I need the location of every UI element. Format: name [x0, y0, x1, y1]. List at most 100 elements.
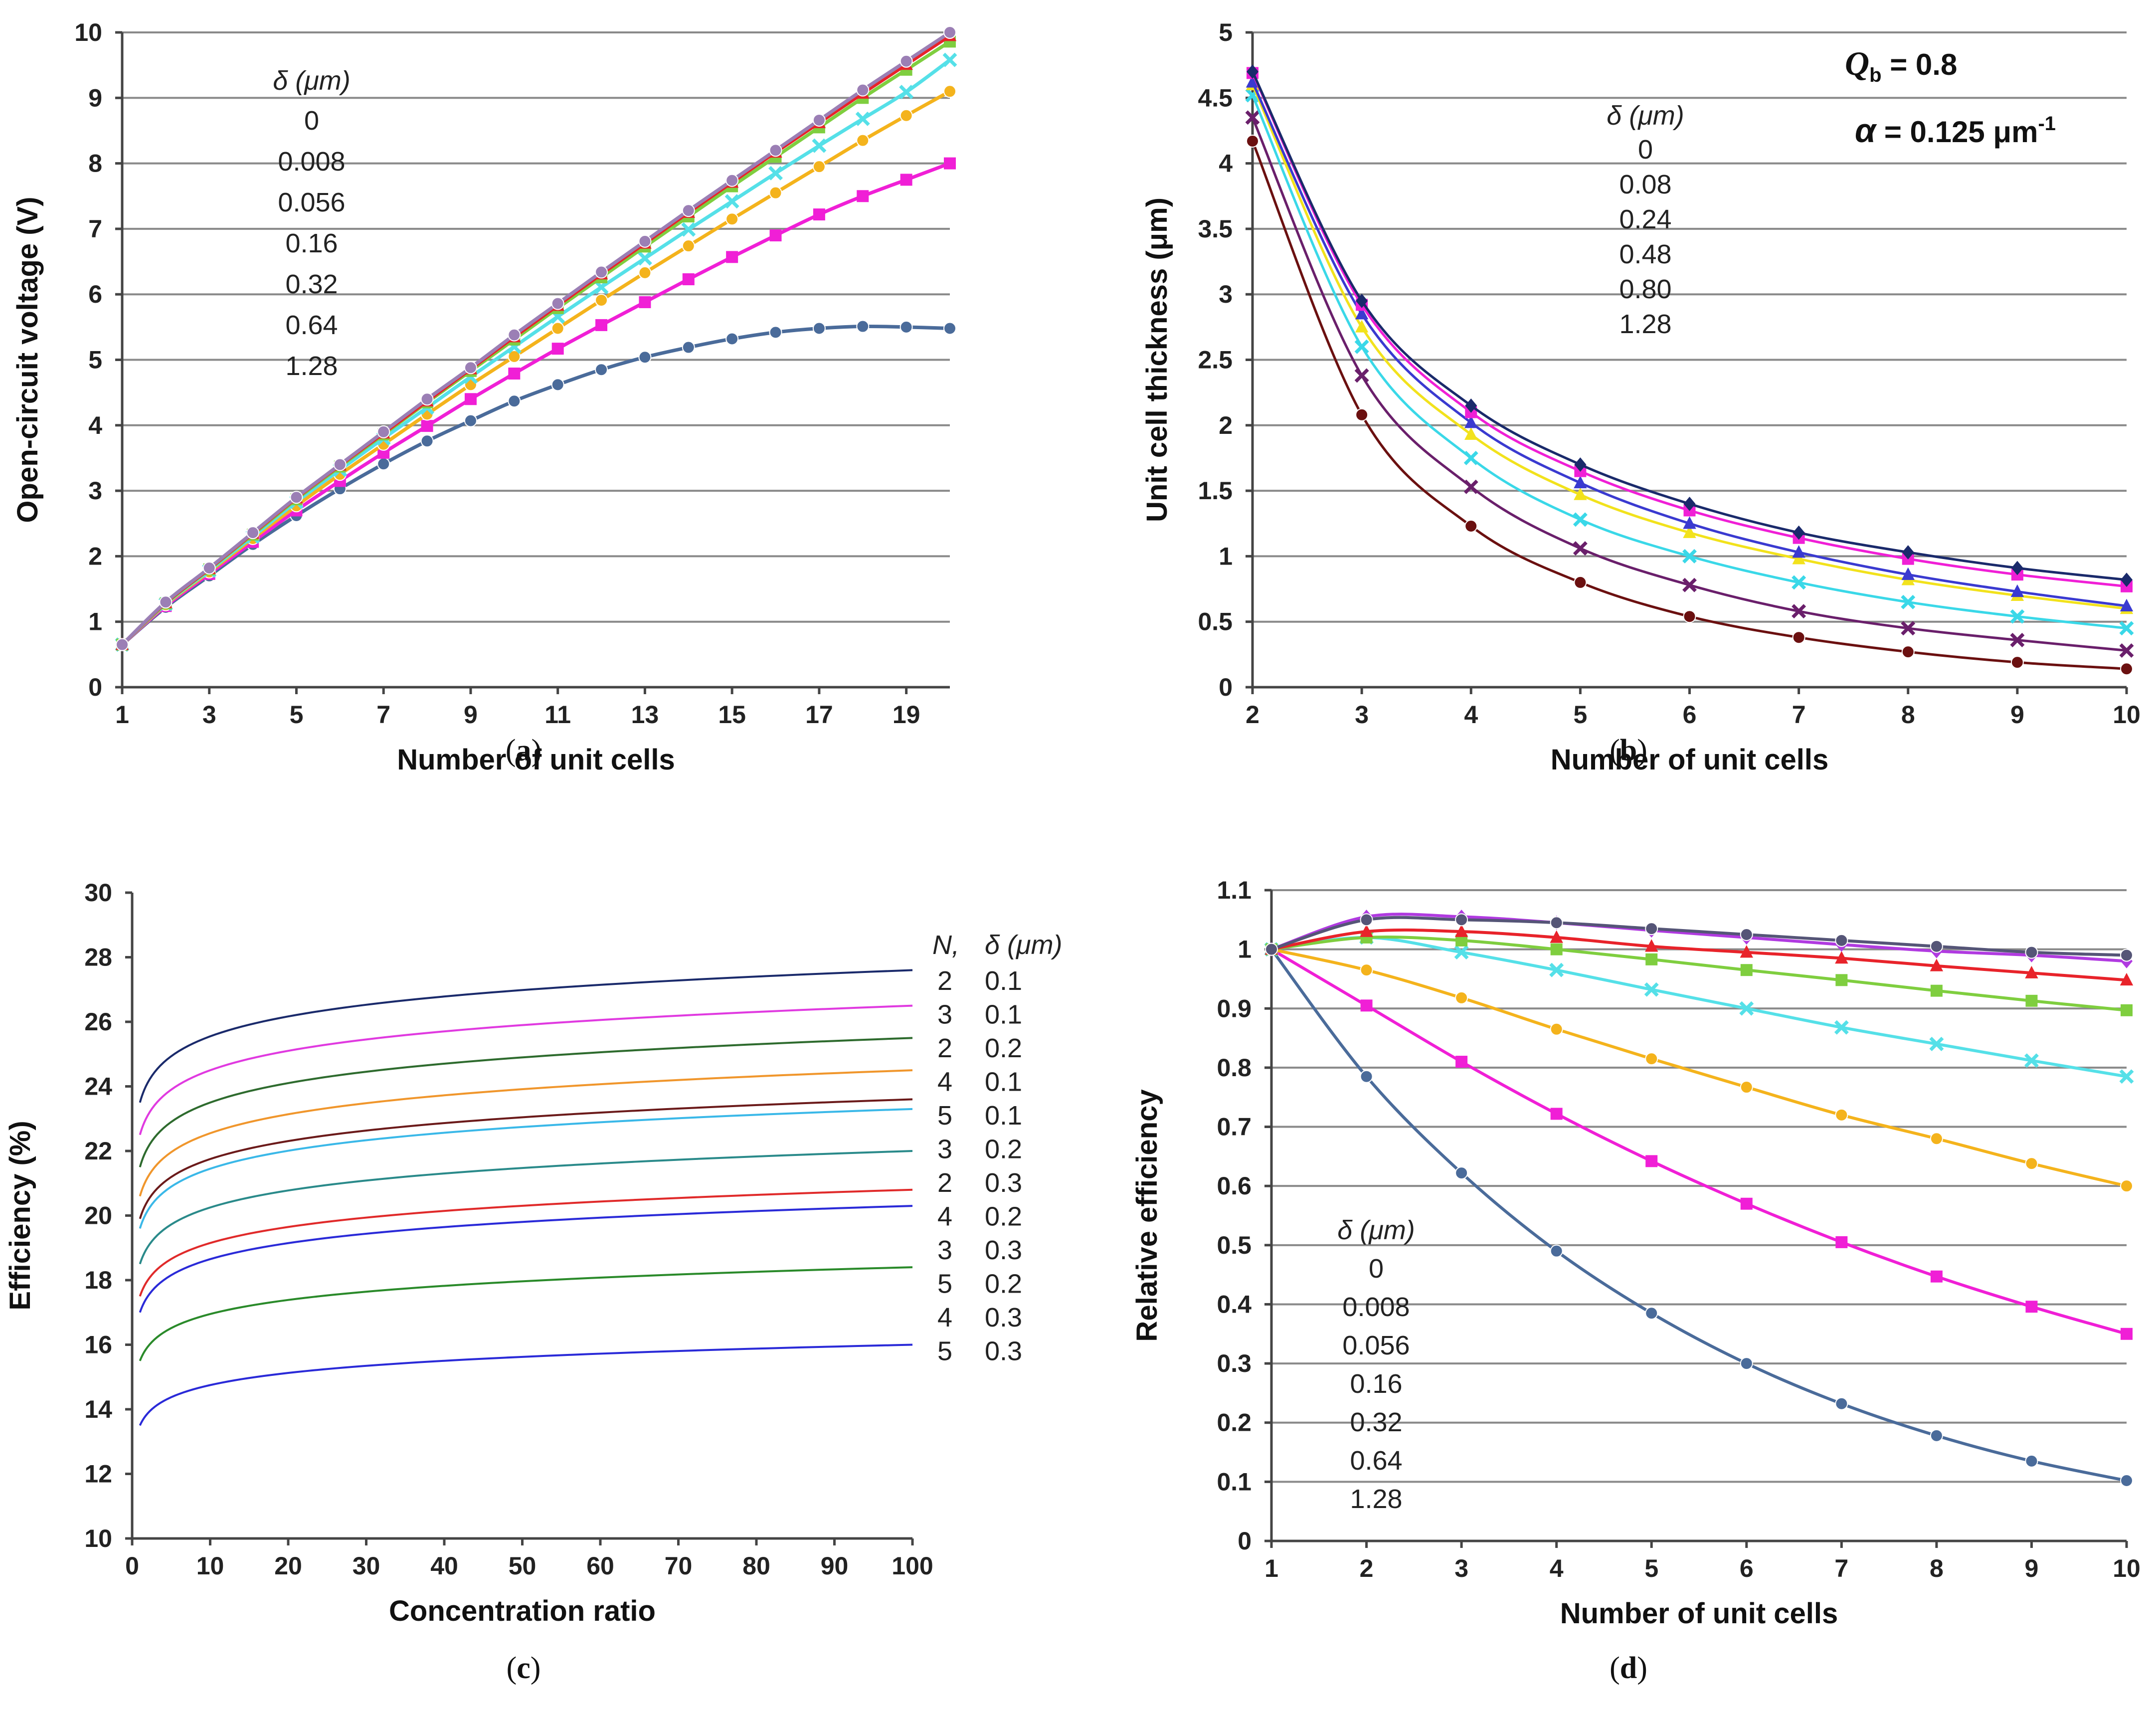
- legend-entry-delta: 0.1: [985, 1067, 1022, 1097]
- data-point: [1573, 541, 1588, 556]
- legend-entry-delta: 0.3: [985, 1235, 1022, 1265]
- data-point: [1245, 110, 1260, 125]
- series-line-6: [121, 324, 950, 646]
- legend-entry-n: 4: [937, 1202, 952, 1232]
- data-point: [2120, 662, 2133, 676]
- data-point: [2120, 972, 2134, 986]
- x-axis-label: Number of unit cells: [1560, 1597, 1838, 1630]
- legend-entry: 0.32: [1350, 1407, 1402, 1437]
- x-tick-label: 13: [631, 701, 659, 729]
- y-tick-label: 30: [84, 879, 112, 907]
- x-tick-label: 10: [196, 1552, 224, 1580]
- data-point: [1740, 1081, 1753, 1094]
- x-tick-label: 6: [1683, 701, 1697, 729]
- panel-label: (a): [506, 734, 541, 767]
- legend-entry-delta: 0.1: [985, 966, 1022, 996]
- data-point: [726, 251, 738, 263]
- series-line-5: [1271, 948, 2127, 1188]
- legend-entry: 0.056: [1342, 1331, 1410, 1360]
- legend-entry: 0.056: [278, 188, 345, 217]
- data-point: [551, 322, 564, 335]
- data-point: [943, 26, 956, 39]
- x-tick-label: 50: [509, 1552, 537, 1580]
- data-point: [639, 296, 651, 308]
- data-point: [1901, 645, 1915, 659]
- data-point: [1645, 1155, 1658, 1167]
- legend-entry-delta: 0.2: [985, 1202, 1022, 1232]
- y-tick-label: 2: [88, 542, 102, 570]
- data-point: [1792, 552, 1805, 565]
- y-axis-label: Unit cell thickness (μm): [1141, 197, 1173, 522]
- data-point: [1792, 604, 1806, 619]
- data-point: [899, 320, 913, 334]
- data-point: [1740, 928, 1753, 941]
- data-point: [1550, 930, 1563, 943]
- series-line-5: [139, 1108, 913, 1229]
- data-point: [1355, 320, 1369, 333]
- chart-b: 0 0.5 1 1.5 2 2.5 3 3.5 4 4.5 5 2 3 4 5 6 7 8 9 10 Number of…: [1141, 18, 2141, 776]
- x-tick-label: 15: [718, 701, 746, 729]
- data-point: [900, 174, 912, 186]
- data-point: [1265, 943, 1278, 956]
- data-point: [377, 425, 390, 438]
- series-line-7: [139, 1188, 913, 1297]
- y-tick-label: 8: [88, 150, 102, 178]
- x-tick-label: 3: [1454, 1554, 1468, 1582]
- y-tick-label: 20: [84, 1202, 112, 1230]
- series-line-5: [121, 162, 951, 646]
- data-point: [2025, 965, 2038, 978]
- data-point: [1360, 963, 1373, 977]
- x-axis-label: Number of unit cells: [1551, 744, 1829, 776]
- data-point: [1930, 1429, 1943, 1442]
- data-point: [855, 111, 870, 126]
- x-tick-label: 5: [290, 701, 304, 729]
- series-line-0: [139, 969, 913, 1103]
- data-point: [899, 109, 913, 122]
- legend-title: δ (μm): [273, 66, 351, 96]
- x-tick-label: 60: [586, 1552, 614, 1580]
- y-tick-label: 2.5: [1198, 346, 1233, 374]
- data-point: [1929, 1036, 1944, 1051]
- data-point: [1354, 339, 1369, 354]
- y-tick-label: 0.7: [1217, 1113, 1252, 1141]
- data-point: [1682, 577, 1697, 592]
- data-point: [1645, 1052, 1658, 1066]
- series-line-2: [1271, 928, 2127, 982]
- data-point: [1549, 962, 1564, 977]
- x-tick-label: 19: [893, 701, 920, 729]
- y-tick-label: 1: [88, 608, 102, 636]
- legend-entry-n: 5: [937, 1101, 952, 1131]
- x-tick-label: 8: [1901, 701, 1915, 729]
- legend-title-delta: δ (μm): [985, 930, 1063, 960]
- series-line-3: [139, 1069, 913, 1197]
- y-tick-label: 16: [84, 1331, 112, 1359]
- series-line-2: [139, 1037, 913, 1167]
- legend-entry: 0.008: [1342, 1292, 1410, 1322]
- data-point: [1793, 525, 1805, 540]
- data-point: [1246, 134, 1259, 148]
- data-point: [1740, 964, 1753, 976]
- data-point: [1550, 943, 1563, 955]
- data-point: [159, 595, 173, 609]
- x-tick-label: 4: [1464, 701, 1478, 729]
- data-point: [1465, 398, 1477, 413]
- y-tick-label: 1: [1219, 542, 1233, 570]
- data-point: [290, 491, 303, 504]
- data-point: [682, 239, 695, 253]
- annotation-qb: Qb = 0.8: [1845, 44, 1957, 86]
- data-point: [812, 160, 826, 174]
- x-tick-label: 9: [2010, 701, 2024, 729]
- data-point: [856, 83, 870, 97]
- panel-label: (b): [1610, 734, 1647, 767]
- data-point: [1683, 610, 1696, 623]
- data-point: [1682, 549, 1697, 564]
- y-tick-label: 4: [1219, 150, 1233, 178]
- data-point: [2025, 1301, 2038, 1313]
- data-point: [508, 368, 521, 380]
- x-tick-label: 2: [1246, 701, 1259, 729]
- data-point: [1740, 1357, 1753, 1370]
- data-point: [508, 350, 521, 363]
